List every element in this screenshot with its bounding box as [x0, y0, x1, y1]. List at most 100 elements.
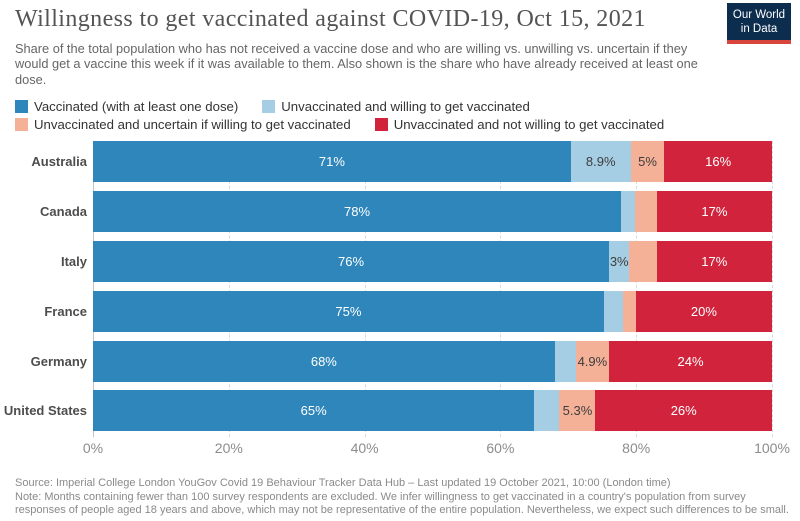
bar-segment[interactable]: 20% — [635, 290, 772, 332]
legend: Vaccinated (with at least one dose) Unvac… — [15, 99, 800, 132]
page-title: Willingness to get vaccinated against CO… — [15, 6, 646, 32]
bar-value-label: 76% — [338, 254, 365, 270]
legend-swatch-icon — [262, 100, 276, 114]
legend-item[interactable]: Unvaccinated and willing to get vaccinat… — [262, 99, 530, 114]
country-label: Italy — [60, 254, 87, 270]
bar-value-label: 8.9% — [585, 154, 616, 170]
legend-label: Vaccinated (with at least one dose) — [34, 99, 239, 115]
bar-row: United States 65% 5.3% 26% — [0, 390, 800, 432]
bar-track: 71% 8.9% 5% 16% — [93, 141, 772, 183]
bar-value-label: 75% — [335, 303, 362, 319]
bar-row: Italy 76% 3% 17% — [0, 241, 800, 283]
bar-segment[interactable] — [622, 290, 636, 332]
bar-segment[interactable]: 8.9% — [570, 141, 631, 183]
bar-segment[interactable]: 16% — [664, 141, 772, 183]
bar-segment[interactable]: 24% — [609, 340, 772, 382]
axis-tick-label: 80% — [622, 440, 651, 457]
bar-value-label: 17% — [701, 254, 728, 270]
chart-header: Willingness to get vaccinated against CO… — [0, 0, 800, 87]
bar-value-label: 5.3% — [562, 403, 593, 419]
legend-label: Unvaccinated and willing to get vaccinat… — [281, 99, 530, 115]
legend-swatch-icon — [15, 118, 28, 132]
axis-tick-label: 20% — [214, 440, 243, 457]
bar-value-label: 78% — [344, 204, 371, 220]
bar-value-label: 26% — [670, 403, 697, 419]
bar-segment[interactable]: 5.3% — [559, 390, 596, 432]
legend-row: Vaccinated (with at least one dose) Unvac… — [15, 99, 800, 114]
owid-logo-line2: in Data — [740, 23, 778, 36]
chart-footer: Source: Imperial College London YouGov C… — [15, 477, 792, 517]
gridline — [93, 141, 94, 438]
bar-rows: Australia 71% 8.9% 5% 16% Canada 78% 17% Italy 76… — [0, 141, 800, 432]
chart-subtitle: Share of the total population who has no… — [15, 40, 698, 87]
legend-item[interactable]: Unvaccinated and uncertain if willing to… — [15, 117, 351, 132]
legend-label: Unvaccinated and uncertain if willing to… — [34, 117, 351, 133]
bar-track: 68% 4.9% 24% — [93, 340, 772, 382]
country-label: Germany — [30, 353, 87, 369]
country-label: Canada — [40, 204, 87, 220]
bar-value-label: 3% — [609, 254, 629, 270]
bar-value-label: 68% — [310, 353, 337, 369]
gridline — [364, 141, 366, 438]
legend-swatch-icon — [15, 100, 28, 114]
bar-segment[interactable]: 26% — [595, 390, 772, 432]
stacked-bar-chart: Australia 71% 8.9% 5% 16% Canada 78% 17% Italy 76… — [0, 141, 800, 438]
gridline — [500, 141, 502, 438]
bar-value-label: 5% — [638, 154, 657, 170]
bar-row: Germany 68% 4.9% 24% — [0, 340, 800, 382]
bar-track: 65% 5.3% 26% — [93, 390, 772, 432]
bar-segment[interactable]: 5% — [630, 141, 665, 183]
bar-value-label: 20% — [690, 303, 717, 319]
bar-segment[interactable]: 68% — [93, 340, 555, 382]
country-label: United States — [3, 403, 87, 419]
gridlines — [93, 141, 773, 438]
bar-segment[interactable]: 3% — [609, 241, 630, 283]
owid-logo-line1: Our World — [732, 9, 786, 21]
bar-segment[interactable]: 17% — [656, 191, 772, 233]
bar-segment[interactable]: 71% — [93, 141, 571, 183]
bar-segment[interactable] — [621, 191, 636, 233]
bar-track: 75% 20% — [93, 290, 772, 332]
x-axis: 0% 20% 40% 60% 80% 100% — [83, 440, 790, 460]
bar-segment[interactable] — [635, 191, 657, 233]
bar-segment[interactable] — [629, 241, 657, 283]
bar-value-label: 16% — [705, 154, 732, 170]
legend-row: Unvaccinated and uncertain if willing to… — [15, 117, 800, 132]
axis-tick-label: 0% — [82, 440, 104, 457]
bar-value-label: 71% — [318, 154, 345, 170]
legend-item[interactable]: Unvaccinated and not willing to get vacc… — [374, 117, 665, 133]
legend-swatch-icon — [374, 118, 388, 132]
bar-row: France 75% 20% — [0, 290, 800, 332]
country-label: Australia — [31, 154, 87, 170]
bar-segment[interactable] — [534, 390, 560, 432]
bar-segment[interactable]: 75% — [93, 290, 604, 332]
axis-tick-label: 60% — [486, 440, 515, 457]
gridline — [636, 141, 638, 438]
bar-segment[interactable]: 76% — [93, 241, 610, 283]
owid-logo[interactable]: Our World in Data — [727, 3, 791, 44]
bar-segment[interactable] — [554, 340, 576, 382]
bar-segment[interactable]: 17% — [656, 241, 772, 283]
bar-value-label: 65% — [300, 403, 327, 419]
bar-segment[interactable]: 65% — [93, 390, 535, 432]
bar-value-label: 24% — [677, 353, 704, 369]
bar-segment[interactable]: 4.9% — [575, 340, 610, 382]
axis-tick-label: 100% — [754, 440, 790, 457]
bar-row: Australia 71% 8.9% 5% 16% — [0, 141, 800, 183]
bar-segment[interactable] — [603, 290, 623, 332]
legend-item[interactable]: Vaccinated (with at least one dose) — [15, 99, 238, 114]
bar-row: Canada 78% 17% — [0, 191, 800, 233]
legend-label: Unvaccinated and not willing to get vacc… — [393, 117, 665, 133]
bar-segment[interactable]: 78% — [93, 191, 622, 233]
bar-track: 76% 3% 17% — [93, 241, 772, 283]
gridline — [228, 141, 230, 438]
bar-track: 78% 17% — [93, 191, 772, 233]
bar-value-label: 17% — [701, 204, 728, 220]
country-label: France — [44, 303, 87, 319]
bar-value-label: 4.9% — [577, 353, 608, 369]
source-line: Source: Imperial College London YouGov C… — [15, 477, 671, 490]
gridline — [772, 141, 773, 438]
axis-tick-label: 40% — [350, 440, 379, 457]
note-line: Note: Months containing fewer than 100 s… — [15, 490, 789, 516]
